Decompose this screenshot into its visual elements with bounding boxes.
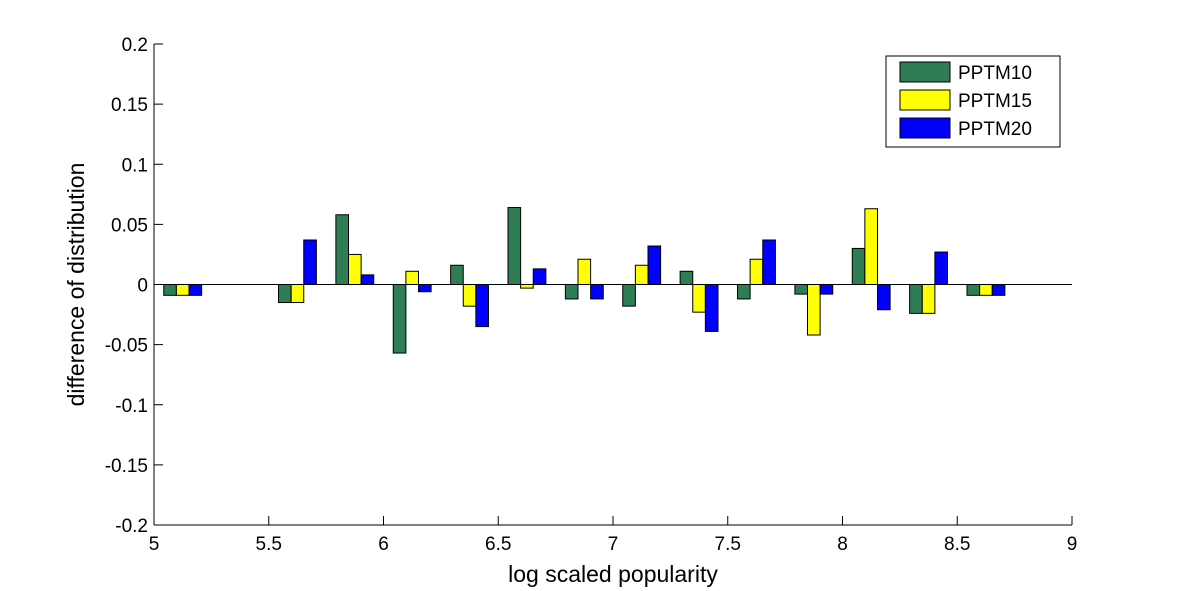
- x-tick-label: 7: [608, 534, 619, 555]
- bar-pptm20-4: [417, 284, 432, 293]
- bar-pptm20-8: [647, 245, 662, 286]
- bar-pptm15-8: [634, 264, 649, 286]
- bar-pptm15-0: [175, 284, 190, 296]
- bar-pptm10-9: [679, 270, 694, 285]
- bar-pptm20-6: [532, 268, 547, 285]
- y-tick-label: -0.05: [105, 336, 148, 357]
- bar-pptm15-7: [577, 258, 592, 285]
- bar-pptm20-10: [762, 239, 776, 286]
- bars-group: [163, 207, 1006, 354]
- y-axis-label: difference of distribution: [63, 163, 89, 407]
- legend-label-pptm15: PPTM15: [958, 91, 1032, 112]
- x-tick-label: 5: [149, 534, 160, 555]
- x-tick-label: 9: [1067, 534, 1078, 555]
- legend-swatch-pptm20: [899, 117, 951, 139]
- bar-pptm20-2: [303, 239, 317, 286]
- x-tick-label: 5.5: [256, 534, 282, 555]
- bar-pptm10-13: [909, 284, 923, 314]
- bar-pptm10-2: [278, 284, 292, 304]
- y-tick-label: -0.2: [115, 516, 148, 537]
- y-tick-label: 0.05: [111, 215, 148, 236]
- bar-pptm20-11: [819, 284, 834, 295]
- bar-pptm10-3: [335, 214, 350, 286]
- axes-group: 5 5.5 6 6.5 7 7.5 8 8.5 9 0.2 0.15 0.1 0.05 0 -0.05 -0.…: [105, 35, 1078, 555]
- y-tick-label: -0.15: [105, 456, 148, 477]
- x-tick-label: 8: [837, 534, 848, 555]
- x-axis-label: log scaled popularity: [508, 561, 718, 587]
- bar-pptm20-13: [934, 251, 948, 285]
- bar-pptm10-6: [507, 207, 522, 285]
- bar-pptm10-7: [564, 284, 579, 300]
- bar-pptm20-9: [704, 284, 719, 332]
- bar-pptm15-11: [807, 284, 821, 336]
- bar-pptm15-14: [979, 284, 993, 296]
- bar-pptm15-5: [462, 284, 477, 307]
- bar-pptm10-12: [851, 247, 866, 286]
- bar-pptm20-7: [590, 284, 604, 300]
- legend-label-pptm10: PPTM10: [958, 63, 1032, 84]
- bar-pptm20-0: [188, 284, 203, 296]
- bar-pptm15-2: [290, 284, 305, 304]
- bar-pptm10-0: [163, 284, 177, 296]
- bar-pptm15-12: [864, 208, 878, 285]
- bar-pptm15-10: [749, 258, 764, 285]
- bar-pptm20-3: [360, 274, 375, 286]
- bar-pptm10-10: [737, 284, 751, 300]
- x-tick-label: 8.5: [944, 534, 970, 555]
- x-tick-label: 6: [378, 534, 389, 555]
- y-tick-label: 0.2: [122, 35, 148, 56]
- bar-pptm15-13: [921, 284, 936, 314]
- y-tick-label: 0.15: [111, 95, 148, 116]
- legend-swatch-pptm15: [899, 89, 951, 111]
- y-tick-label: 0.1: [122, 155, 148, 176]
- bar-pptm20-5: [475, 284, 489, 328]
- bar-pptm15-3: [348, 253, 362, 285]
- y-tick-label: 0: [137, 276, 148, 297]
- legend-swatch-pptm10: [899, 61, 951, 83]
- bar-pptm15-4: [405, 270, 419, 285]
- bar-pptm15-9: [692, 284, 706, 313]
- y-tick-label: -0.1: [115, 396, 148, 417]
- bar-pptm20-14: [991, 284, 1006, 296]
- bar-pptm10-11: [794, 284, 809, 295]
- x-tick-label: 6.5: [485, 534, 511, 555]
- bar-pptm10-14: [966, 284, 981, 296]
- legend: PPTM10 PPTM15 PPTM20: [885, 55, 1061, 148]
- bar-pptm10-4: [392, 284, 407, 354]
- bar-pptm20-12: [876, 284, 891, 311]
- bar-pptm15-6: [520, 284, 534, 289]
- legend-label-pptm20: PPTM20: [958, 119, 1032, 140]
- bar-pptm10-5: [450, 264, 464, 286]
- x-tick-label: 7.5: [715, 534, 741, 555]
- bar-pptm10-8: [622, 284, 636, 307]
